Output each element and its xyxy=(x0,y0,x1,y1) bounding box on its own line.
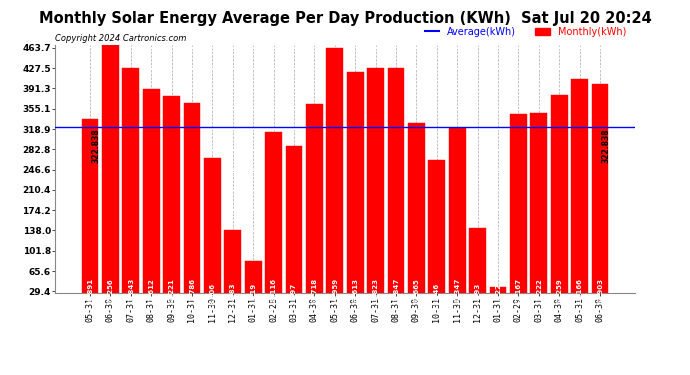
Text: 8.606: 8.606 xyxy=(209,283,215,305)
Text: 12.221: 12.221 xyxy=(168,278,175,305)
Text: 10.116: 10.116 xyxy=(270,278,277,305)
Bar xyxy=(367,68,384,308)
Text: 11.167: 11.167 xyxy=(515,278,522,305)
Text: 13.843: 13.843 xyxy=(128,278,134,305)
Bar xyxy=(204,159,221,308)
Text: 4.593: 4.593 xyxy=(475,283,481,305)
Text: 15.256: 15.256 xyxy=(108,279,113,305)
Text: 9.297: 9.297 xyxy=(291,283,297,305)
Bar xyxy=(571,80,588,308)
Legend: Average(kWh), Monthly(kWh): Average(kWh), Monthly(kWh) xyxy=(421,22,630,40)
Text: 4.483: 4.483 xyxy=(230,283,236,305)
Bar xyxy=(449,128,466,308)
Text: 322.838: 322.838 xyxy=(602,128,611,162)
Text: 2.719: 2.719 xyxy=(250,283,256,305)
Bar xyxy=(81,119,98,308)
Text: 11.222: 11.222 xyxy=(536,278,542,305)
Bar xyxy=(163,96,180,308)
Bar xyxy=(469,228,486,308)
Bar xyxy=(245,261,262,308)
Bar xyxy=(428,159,445,308)
Text: 10.891: 10.891 xyxy=(87,278,93,305)
Text: 1.222: 1.222 xyxy=(495,283,501,305)
Text: 10.347: 10.347 xyxy=(454,278,460,305)
Bar xyxy=(347,72,364,308)
Bar xyxy=(551,95,568,308)
Bar xyxy=(388,68,404,308)
Text: 8.546: 8.546 xyxy=(434,283,440,305)
Text: 11.718: 11.718 xyxy=(311,278,317,305)
Bar xyxy=(531,113,547,308)
Text: 13.613: 13.613 xyxy=(352,278,358,305)
Text: 11.786: 11.786 xyxy=(189,278,195,305)
Bar xyxy=(224,230,241,308)
Text: 10.665: 10.665 xyxy=(413,278,420,305)
Bar xyxy=(286,147,302,308)
Text: 13.166: 13.166 xyxy=(577,278,582,305)
Bar xyxy=(592,84,609,308)
Bar xyxy=(143,89,159,308)
Text: 13.823: 13.823 xyxy=(373,278,379,305)
Bar xyxy=(326,48,343,308)
Bar xyxy=(408,123,425,308)
Text: 12.259: 12.259 xyxy=(556,278,562,305)
Text: Copyright 2024 Cartronics.com: Copyright 2024 Cartronics.com xyxy=(55,33,186,42)
Bar xyxy=(510,114,527,308)
Text: Monthly Solar Energy Average Per Day Production (KWh)  Sat Jul 20 20:24: Monthly Solar Energy Average Per Day Pro… xyxy=(39,11,651,26)
Text: 322.838: 322.838 xyxy=(92,128,101,162)
Bar xyxy=(490,286,506,308)
Bar xyxy=(184,103,200,308)
Text: 14.959: 14.959 xyxy=(332,278,338,305)
Bar xyxy=(265,132,282,308)
Bar xyxy=(306,105,323,308)
Bar xyxy=(102,43,119,308)
Text: 12.903: 12.903 xyxy=(597,278,603,305)
Text: 12.612: 12.612 xyxy=(148,278,154,305)
Bar xyxy=(122,68,139,308)
Text: 13.847: 13.847 xyxy=(393,278,399,305)
